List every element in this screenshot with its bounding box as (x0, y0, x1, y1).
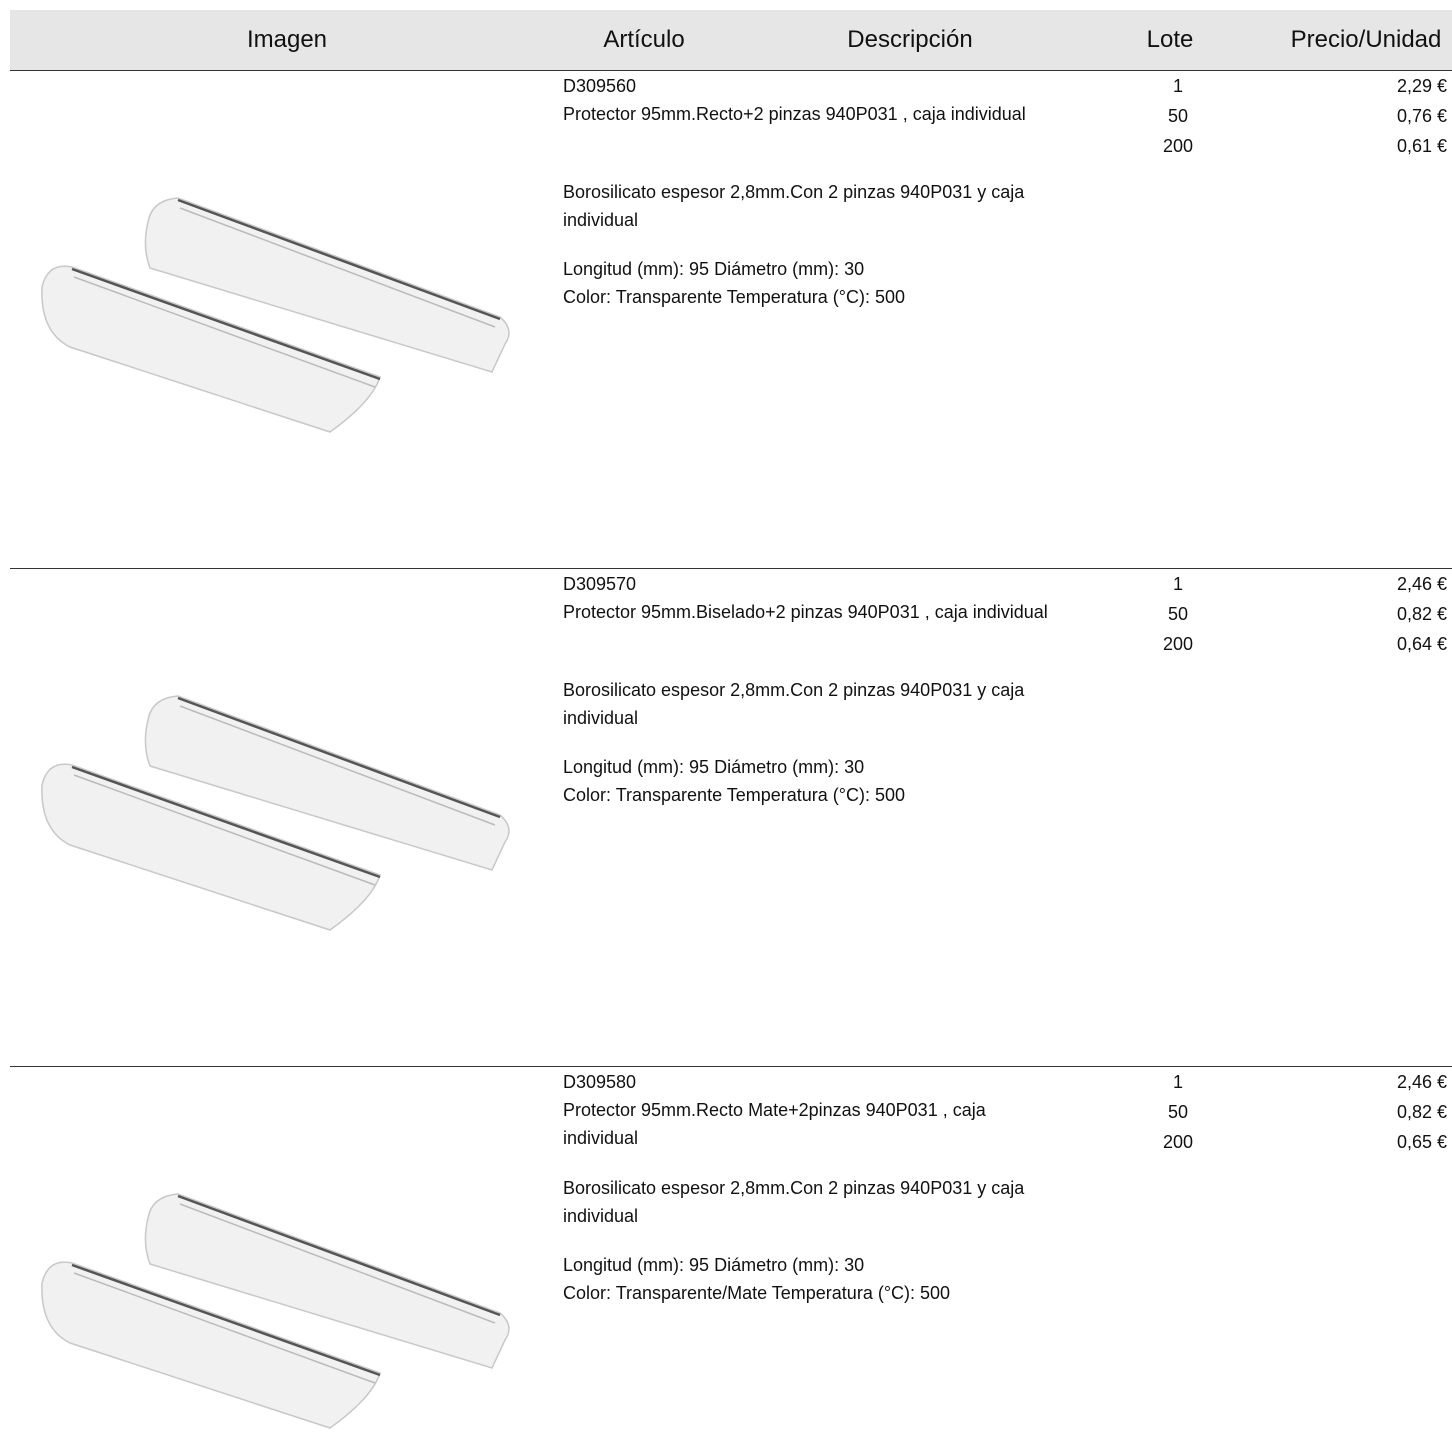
article-name: Protector 95mm.Recto+2 pinzas 940P031 , … (563, 104, 1026, 124)
price: 2,46 € (1396, 574, 1447, 594)
header-band (10, 10, 1452, 71)
lot: 1 (1172, 574, 1183, 594)
price: 0,61 € (1396, 136, 1447, 156)
lot: 50 (1167, 1102, 1189, 1122)
lot: 50 (1167, 604, 1189, 624)
lot: 1 (1172, 1072, 1183, 1092)
article-description: Borosilicato espesor 2,8mm.Con 2 pinzas … (563, 680, 1025, 728)
article-name: Protector 95mm.Biselado+2 pinzas 940P031… (563, 602, 1048, 622)
price: 0,65 € (1396, 1132, 1447, 1152)
article-spec: Longitud (mm): 95 Diámetro (mm): 30 (563, 757, 865, 777)
article-spec: Longitud (mm): 95 Diámetro (mm): 30 (563, 1255, 865, 1275)
article-code: D309560 (563, 76, 637, 96)
price: 2,29 € (1396, 76, 1447, 96)
article-spec: Longitud (mm): 95 Diámetro (mm): 30 (563, 259, 865, 279)
product-image (0, 1068, 520, 1448)
lot: 200 (1162, 136, 1194, 156)
article-description: Borosilicato espesor 2,8mm.Con 2 pinzas … (563, 1178, 1025, 1226)
header-cell: Precio/Unidad (1290, 26, 1442, 53)
price: 0,82 € (1396, 1102, 1447, 1122)
article-spec: Color: Transparente Temperatura (°C): 50… (563, 785, 906, 805)
row-divider (10, 568, 1452, 569)
price: 0,76 € (1396, 106, 1447, 126)
price: 0,64 € (1396, 634, 1447, 654)
header-cell: Imagen (246, 26, 328, 53)
product-image (0, 570, 520, 950)
lot: 50 (1167, 106, 1189, 126)
lot: 200 (1162, 1132, 1194, 1152)
article-spec: Color: Transparente/Mate Temperatura (°C… (563, 1283, 951, 1303)
header-cell: Lote (1146, 26, 1194, 53)
row-divider (10, 1066, 1452, 1067)
price: 2,46 € (1396, 1072, 1447, 1092)
article-spec: Color: Transparente Temperatura (°C): 50… (563, 287, 906, 307)
article-description: Borosilicato espesor 2,8mm.Con 2 pinzas … (563, 182, 1025, 230)
lot: 1 (1172, 76, 1183, 96)
header-cell: Artículo (603, 26, 685, 53)
price: 0,82 € (1396, 604, 1447, 624)
product-image (0, 72, 520, 452)
article-code: D309570 (563, 574, 637, 594)
header-cell: Descripción (847, 26, 973, 53)
article-name: Protector 95mm.Recto Mate+2pinzas 940P03… (563, 1100, 986, 1148)
article-code: D309580 (563, 1072, 637, 1092)
lot: 200 (1162, 634, 1194, 654)
